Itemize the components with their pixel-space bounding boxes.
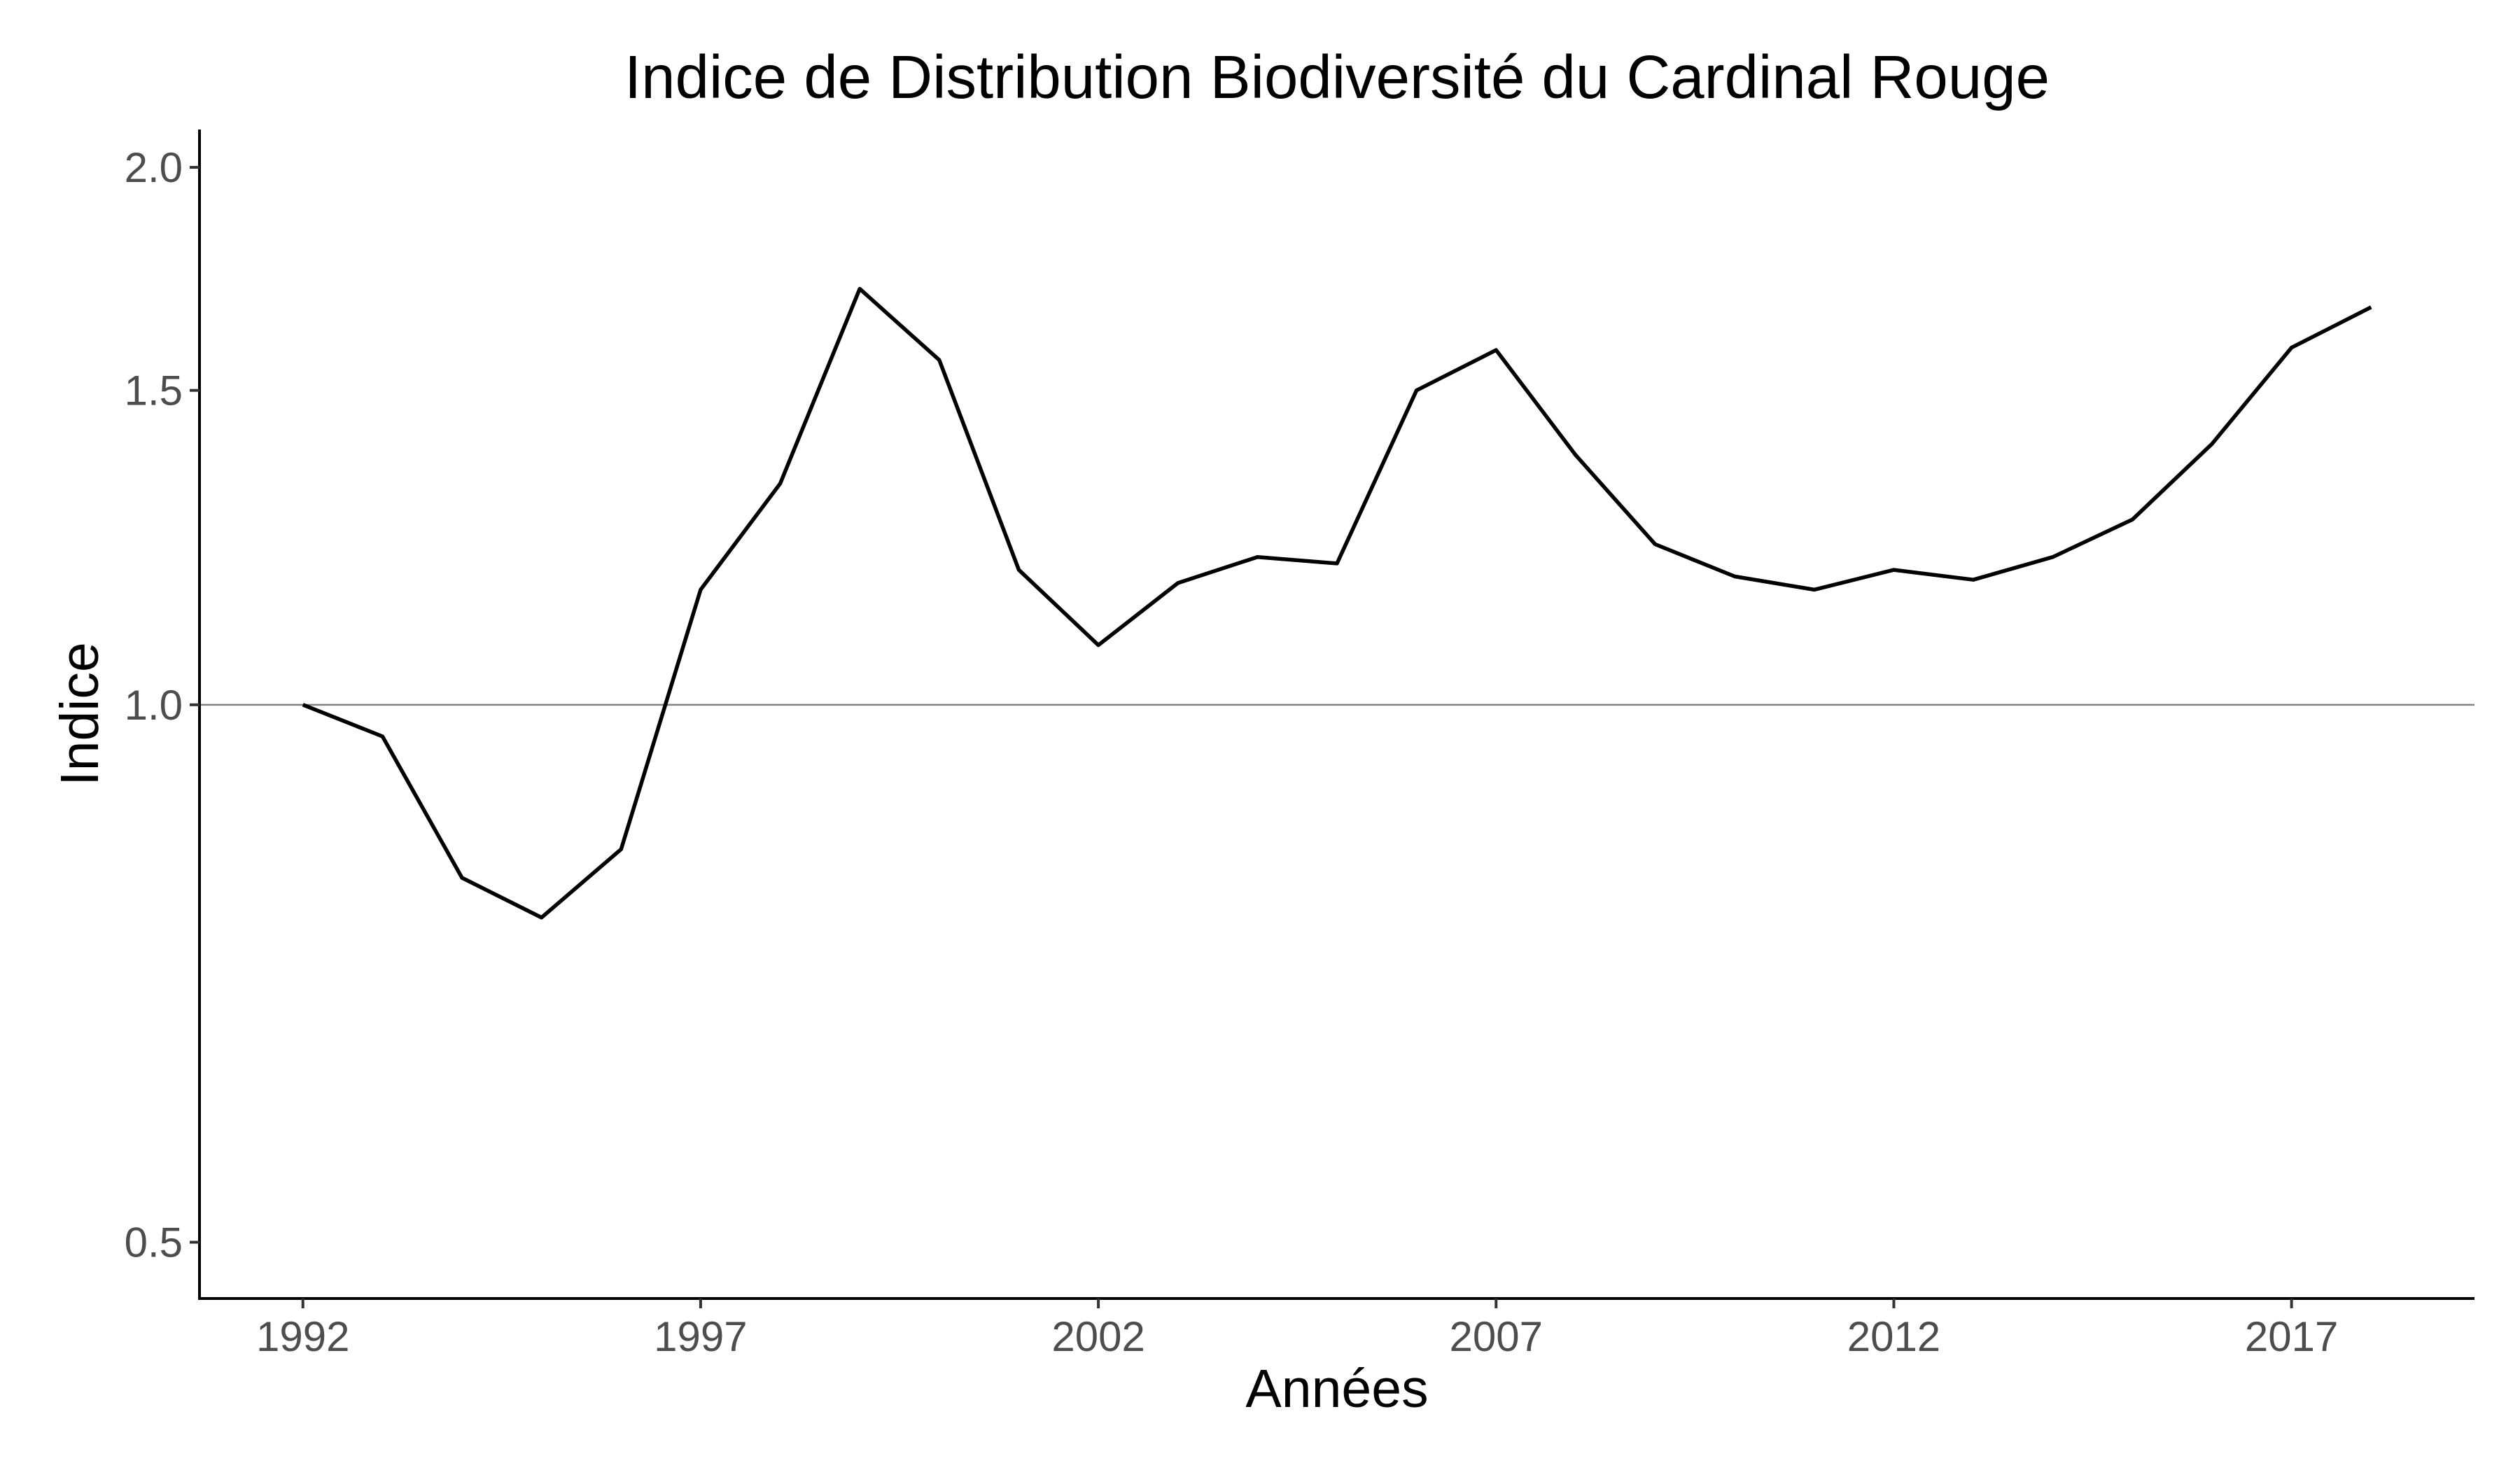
- axes: [198, 130, 2474, 1300]
- x-tick-label: 2002: [1051, 1313, 1144, 1360]
- x-tick-label: 1992: [256, 1313, 349, 1360]
- x-ticks: 1992 1997 2002 2007 2012 2017: [256, 1298, 2338, 1360]
- x-axis-title: Années: [1245, 1359, 1428, 1419]
- chart-title: Indice de Distribution Biodiversité du C…: [624, 43, 2050, 111]
- series-layer: [302, 286, 2372, 920]
- y-ticks: 0.5 1.0 1.5 2.0: [125, 144, 200, 1266]
- y-tick-label: 1.5: [125, 368, 183, 414]
- y-axis-title: Indice: [50, 642, 110, 785]
- x-tick-label: 2007: [1450, 1313, 1543, 1360]
- series-line: [302, 286, 2372, 920]
- x-tick-label: 1997: [654, 1313, 747, 1360]
- y-tick-label: 2.0: [125, 144, 183, 191]
- y-tick-label: 0.5: [125, 1219, 183, 1266]
- y-tick-label: 1.0: [125, 682, 183, 729]
- x-tick-label: 2017: [2245, 1313, 2338, 1360]
- x-tick-label: 2012: [1847, 1313, 1940, 1360]
